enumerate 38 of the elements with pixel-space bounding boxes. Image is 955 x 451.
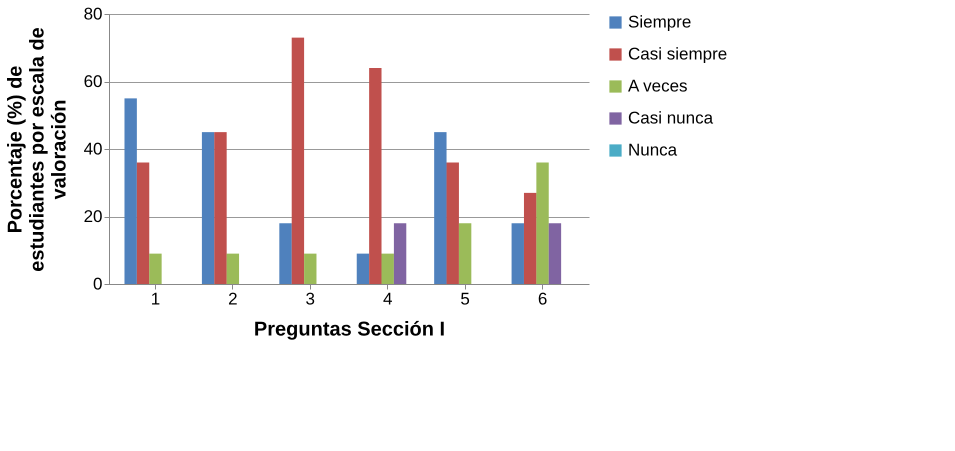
bar [524, 192, 536, 284]
bar [279, 223, 292, 284]
bar [394, 223, 406, 284]
bar [446, 162, 459, 284]
bar [458, 223, 472, 284]
x-tick-label: 1 [150, 290, 160, 308]
bar [214, 132, 227, 284]
x-tick-label: 3 [306, 290, 316, 308]
legend-label: A veces [628, 76, 688, 96]
y-tick-label: 40 [84, 140, 102, 158]
bar [512, 223, 524, 284]
legend-label: Siempre [628, 12, 692, 32]
x-tick-label: 6 [538, 290, 548, 308]
bar [136, 162, 150, 284]
bar [124, 98, 137, 284]
bar [548, 223, 562, 284]
bar [304, 254, 316, 284]
bar [536, 162, 549, 284]
bar [202, 132, 214, 284]
y-tick-label: 0 [93, 274, 102, 294]
legend-label: Casi siempre [628, 44, 728, 64]
y-axis-title: Porcentaje (%) de estudiantes por escala de valoración [4, 27, 71, 272]
x-tick-label: 5 [460, 290, 470, 308]
x-tick-label: 4 [382, 290, 392, 308]
bar [434, 132, 447, 284]
x-axis-title: Preguntas Sección I [254, 318, 446, 340]
y-tick-label: 80 [84, 4, 102, 24]
legend-label: Nunca [628, 140, 678, 160]
y-tick-label: 60 [84, 72, 102, 91]
bar [356, 254, 370, 284]
x-tick-label: 2 [228, 290, 238, 308]
bar [149, 254, 162, 284]
legend-label: Casi nunca [628, 108, 714, 128]
y-tick-label: 20 [84, 207, 102, 226]
bar [226, 254, 240, 284]
bar [292, 38, 304, 284]
bar [382, 254, 394, 284]
bar [369, 68, 382, 284]
